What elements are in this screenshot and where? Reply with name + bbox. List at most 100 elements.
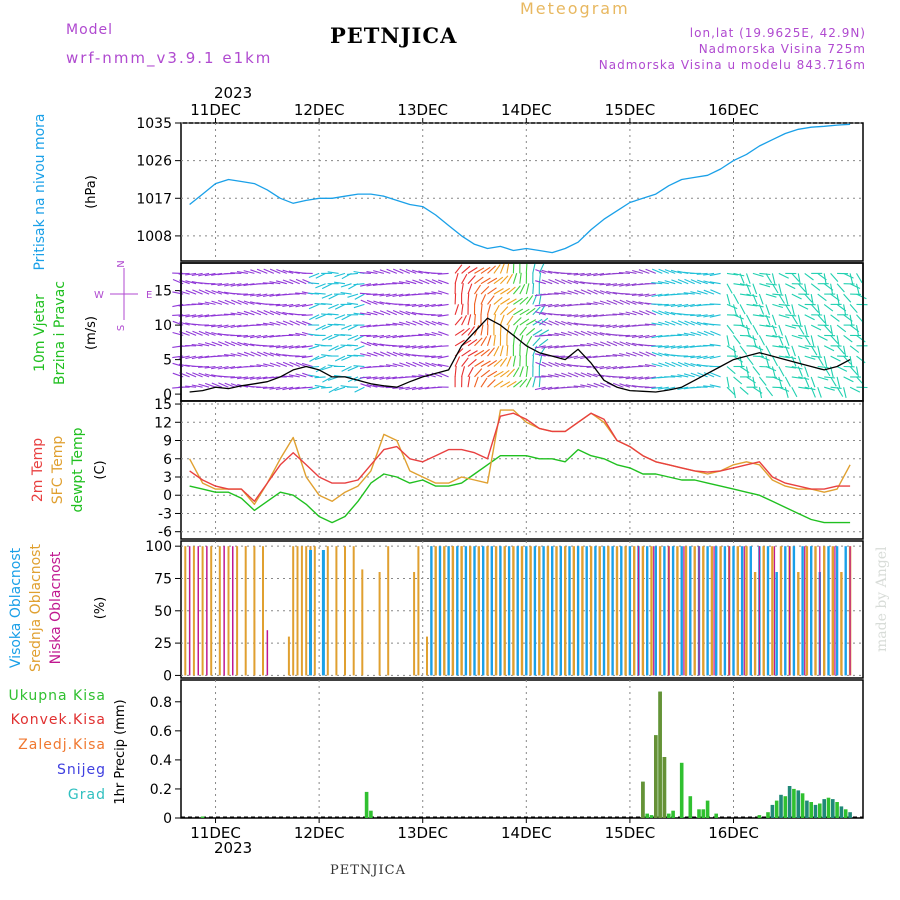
total-precip-bar — [839, 806, 844, 818]
wind-arrow — [224, 382, 236, 388]
model-elevation-label: Nadmorska Visina u modelu 843.716m — [599, 58, 866, 72]
wind-arrow — [824, 376, 836, 379]
wind-arrow — [379, 376, 391, 380]
pressure-ytick-label: 1035 — [136, 116, 172, 132]
wind-arrow — [739, 386, 749, 395]
wind-arrow — [289, 320, 300, 326]
wind-arrow — [405, 353, 417, 357]
elevation-label: Nadmorska Visina 725m — [699, 42, 866, 56]
wind-arrow — [519, 308, 530, 316]
low-cloud-bar — [698, 546, 700, 676]
wind-arrow — [778, 283, 782, 295]
wind-arrow — [798, 303, 809, 310]
wind-arrow — [752, 355, 764, 358]
wind-arrow — [771, 355, 778, 367]
wind-arrow — [185, 385, 197, 388]
wind-arrow — [696, 355, 708, 359]
wind-arrow — [185, 372, 197, 378]
wind-arrow — [262, 322, 274, 326]
low-cloud-bar — [773, 546, 776, 676]
mid-cloud-bar — [352, 546, 355, 676]
wind-arrow — [593, 382, 605, 388]
wind-arrow — [849, 345, 860, 353]
precip-ylabel: 1hr Precip (mm) — [113, 699, 128, 804]
wind-arrow — [480, 348, 490, 357]
wind-arrow — [392, 309, 404, 316]
wind-arrow — [541, 320, 553, 326]
wind-arrow — [493, 380, 504, 388]
high-cloud-bar — [620, 546, 623, 676]
wind-arrow — [632, 342, 644, 347]
wind-arrow — [778, 303, 790, 307]
wind-arrow — [486, 304, 492, 315]
total-precip-bar — [818, 803, 822, 818]
wind-arrow — [198, 272, 210, 277]
wind-arrow — [295, 362, 307, 368]
wind-arrow — [282, 386, 294, 391]
wind-arrow — [301, 303, 313, 308]
wind-arrow — [321, 365, 333, 371]
wind-arrow — [185, 314, 197, 318]
wind-arrow — [308, 386, 320, 391]
wind-arrow — [263, 351, 274, 357]
high-cloud-bar — [663, 546, 666, 676]
wind-arrow — [392, 345, 404, 347]
wind-arrow — [314, 384, 326, 388]
wind-arrow — [399, 321, 410, 326]
conv-precip-bar — [658, 691, 662, 818]
wind-arrow — [683, 292, 695, 295]
wind-arrow — [778, 355, 790, 359]
wind-arrow — [499, 345, 504, 357]
cloud-ytick-label: 100 — [145, 539, 172, 555]
wind-arrow — [745, 283, 752, 295]
wind-arrow — [561, 279, 572, 285]
day-label-bottom: 14DEC — [501, 824, 552, 842]
wind-arrow — [275, 280, 287, 285]
wind-arrow — [499, 357, 508, 367]
total-precip-bar — [766, 812, 770, 818]
wind-arrow — [690, 362, 702, 368]
wind-arrow — [539, 329, 550, 336]
wind-arrow — [467, 338, 478, 347]
wind-arrow — [373, 342, 385, 347]
wind-arrow — [205, 289, 216, 295]
wind-arrow — [684, 320, 695, 326]
wind-arrow — [243, 293, 255, 296]
wind-arrow — [765, 273, 773, 284]
wind-arrow — [586, 314, 598, 318]
wind-arrow — [230, 376, 242, 379]
total-precip-bar — [796, 790, 801, 818]
wind-arrow — [493, 314, 497, 326]
wind-arrow — [500, 287, 511, 295]
wind-arrow — [830, 386, 842, 389]
wind-arrow — [606, 290, 618, 295]
cloud-ytick-label: 75 — [154, 571, 172, 587]
wind-arrow — [836, 376, 841, 388]
wind-arrow — [823, 355, 828, 368]
wind-arrow — [385, 364, 397, 368]
wind-arrow — [580, 343, 592, 347]
wind-arrow — [411, 345, 423, 349]
wind-arrow — [732, 345, 737, 357]
high-cloud-bar — [801, 546, 804, 676]
wind-arrow — [532, 376, 537, 388]
wind-arrow — [314, 355, 326, 361]
wind-arrow — [519, 378, 528, 388]
wind-arrow — [745, 366, 750, 378]
wind-arrow — [684, 278, 695, 285]
wind-arrow — [282, 311, 294, 316]
wind-arrow — [359, 376, 371, 379]
wind-arrow — [836, 293, 840, 306]
wind-arrow — [703, 372, 715, 378]
wind-arrow — [619, 341, 631, 347]
wind-arrow — [461, 327, 471, 336]
high-cloud-bar — [503, 546, 506, 676]
wind-arrow — [191, 384, 203, 388]
wind-arrow — [771, 273, 776, 285]
low-cloud-bar — [668, 546, 670, 676]
wind-arrow — [684, 362, 695, 368]
wind-arrow — [315, 272, 326, 279]
wind-arrow — [185, 280, 197, 285]
wind-arrow — [710, 372, 721, 378]
wind-arrow — [288, 386, 300, 390]
